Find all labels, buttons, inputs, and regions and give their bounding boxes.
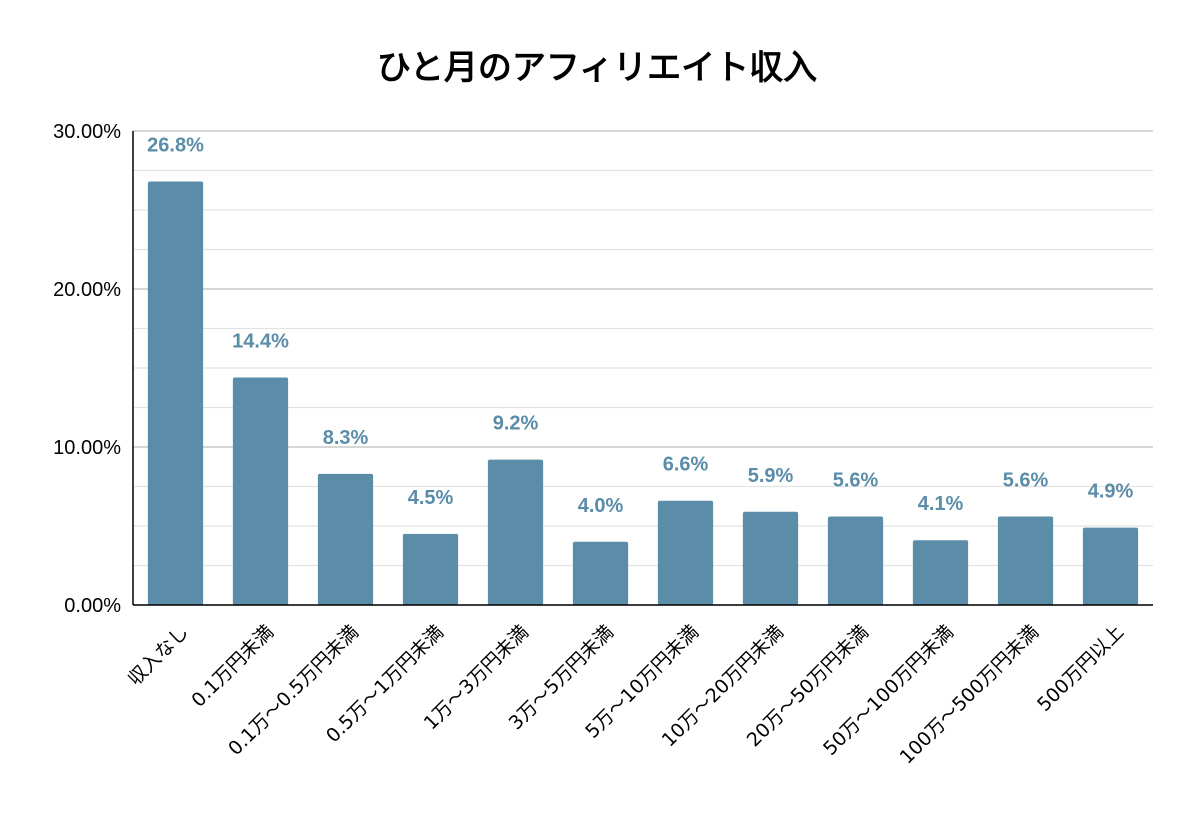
data-label: 5.9% (748, 465, 794, 487)
data-label: 26.8% (147, 135, 204, 157)
bars (147, 181, 1139, 605)
bar (402, 533, 459, 605)
bar (1082, 527, 1139, 605)
x-tick-label: 500万円以上 (1033, 621, 1128, 716)
bar (232, 377, 289, 605)
data-label: 5.6% (833, 470, 879, 492)
y-tick-label: 0.00% (64, 595, 121, 617)
data-label: 9.2% (493, 413, 539, 435)
bar (912, 540, 969, 605)
bar (487, 459, 544, 605)
x-tick-label: 100万～500万円未満 (896, 621, 1043, 768)
data-label: 4.5% (408, 487, 454, 509)
chart-title: ひと月のアフィリエイト収入 (376, 48, 818, 88)
y-tick-label: 30.00% (53, 121, 121, 143)
data-label: 4.0% (578, 495, 624, 517)
data-label: 6.6% (663, 454, 709, 476)
y-tick-label: 10.00% (53, 437, 121, 459)
data-label: 5.6% (1003, 470, 1049, 492)
bar (742, 511, 799, 605)
bar (827, 516, 884, 605)
data-label: 14.4% (232, 330, 289, 352)
bar (317, 473, 374, 605)
data-label: 8.3% (323, 427, 369, 449)
x-tick-label: 収入なし (124, 621, 193, 690)
data-label: 4.9% (1088, 481, 1134, 503)
labels: 0.00% 10.00% 20.00% 30.00% 26.8% 収入なし 14.4% 0.1… (53, 121, 1133, 768)
axes (132, 131, 1153, 606)
data-label: 4.1% (918, 493, 964, 515)
bar (572, 541, 629, 605)
x-tick-label: 0.1万円未満 (187, 621, 278, 712)
bar (147, 181, 204, 605)
bar (997, 516, 1054, 605)
y-tick-label: 20.00% (53, 279, 121, 301)
bar (657, 500, 714, 605)
gridlines (133, 130, 1153, 606)
